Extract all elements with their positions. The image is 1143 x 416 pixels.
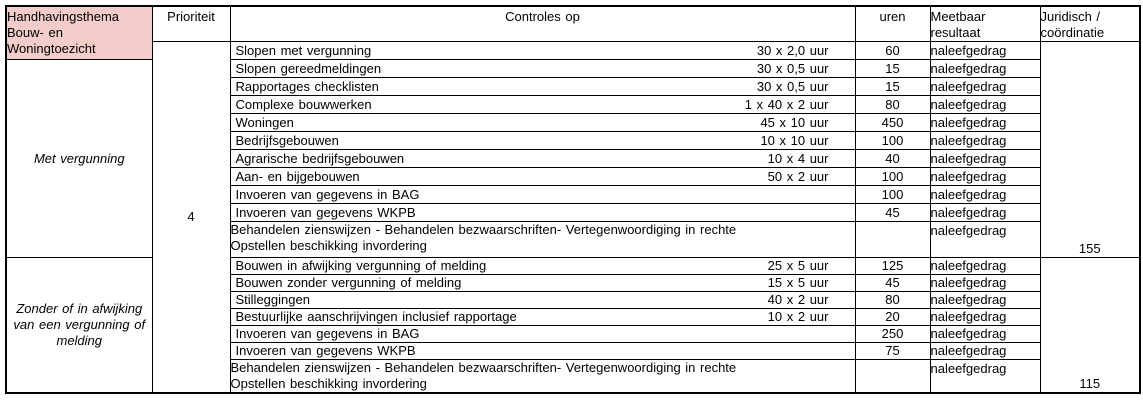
result-value: naleefgedrag xyxy=(929,308,1041,326)
control-norm: 45 x 10 uur xyxy=(760,114,829,130)
hours-value: 20 xyxy=(854,308,931,326)
control-label: Slopen met vergunning xyxy=(235,42,372,58)
table-row: Zonder of in afwijking van een vergunnin… xyxy=(5,257,1141,394)
control-label: Complexe bouwwerken xyxy=(235,96,372,112)
control-label: Invoeren van gegevens WKPB xyxy=(235,343,416,359)
control-label: Stilleggingen xyxy=(235,292,310,308)
control-label: Invoeren van gegevens in BAG xyxy=(235,326,420,342)
control-label: Bestuurlijke aanschrijvingen inclusief r… xyxy=(235,309,517,325)
result-value: naleefgedrag xyxy=(929,359,1041,394)
result-value: naleefgedrag xyxy=(929,342,1041,360)
control-label: Woningen xyxy=(235,114,294,130)
hours-value: 450 xyxy=(854,113,931,132)
control-label: Behandelen zienswijzen - Behandelen bezw… xyxy=(229,221,856,258)
hours-value: 40 xyxy=(854,149,931,168)
result-value: naleefgedrag xyxy=(929,185,1041,204)
col-header-prioriteit: Prioriteit xyxy=(151,5,231,42)
result-value: naleefgedrag xyxy=(929,203,1041,222)
control-norm: 40 x 2 uur xyxy=(767,292,829,308)
control-label: Agrarische bedrijfsgebouwen xyxy=(235,150,405,166)
table-row: Agrarische bedrijfsgebouwen 10 x 4 uur 40… xyxy=(6,149,1140,168)
result-value: naleefgedrag xyxy=(929,167,1041,186)
control-norm: 25 x 5 uur xyxy=(767,258,829,274)
control-norm: 30 x 2,0 uur xyxy=(756,42,829,58)
enforcement-hours-table: Handhavingsthema Bouw- en Woningtoezicht… xyxy=(5,5,1141,394)
hours-value: 45 xyxy=(854,274,931,292)
table-row: Met vergunning Slopen gereedmeldingen 30 … xyxy=(5,59,1140,258)
hours-value: 125 xyxy=(854,257,931,275)
section-label-met-vergunning: Met vergunning xyxy=(5,59,153,258)
control-label: Slopen gereedmeldingen xyxy=(235,60,382,76)
hours-value: 100 xyxy=(854,131,931,150)
control-norm: 10 x 4 uur xyxy=(767,150,829,166)
hours-value xyxy=(854,221,931,258)
legal-total-section-1: 155 xyxy=(1039,41,1141,258)
result-value: naleefgedrag xyxy=(929,274,1041,292)
legal-total-section-2: 115 xyxy=(1039,257,1141,394)
header-row: Handhavingsthema Bouw- en Woningtoezicht… xyxy=(5,5,1141,60)
hours-value: 75 xyxy=(854,342,931,360)
col-header-uren: uren xyxy=(854,5,931,42)
priority-value: 4 xyxy=(151,41,231,394)
control-label: Invoeren van gegevens WKPB xyxy=(235,204,416,220)
table-row: Stilleggingen 40 x 2 uur 80 naleefgedrag xyxy=(6,291,1140,309)
table-row: Complexe bouwwerken 1 x 40 x 2 uur 80 nal… xyxy=(6,95,1140,114)
result-value: naleefgedrag xyxy=(929,77,1041,96)
control-norm: 1 x 40 x 2 uur xyxy=(744,96,829,112)
table-row: Invoeren van gegevens in BAG 100 naleefg… xyxy=(6,185,1140,204)
control-label: Bedrijfsgebouwen xyxy=(235,132,339,148)
result-value: naleefgedrag xyxy=(929,257,1041,275)
table-row: Invoeren van gegevens WKPB 45 naleefgedr… xyxy=(6,203,1140,222)
result-value: naleefgedrag xyxy=(929,95,1041,114)
control-label: Aan- en bijgebouwen xyxy=(235,168,360,184)
control-norm: 50 x 2 uur xyxy=(767,168,829,184)
result-value: naleefgedrag xyxy=(929,221,1041,258)
hours-value: 15 xyxy=(854,77,931,96)
result-value: naleefgedrag xyxy=(929,325,1041,343)
control-label: Bouwen in afwijking vergunning of meldin… xyxy=(235,258,487,274)
hours-value: 60 xyxy=(854,41,931,60)
control-label: Invoeren van gegevens in BAG xyxy=(235,186,420,202)
hours-value xyxy=(854,359,931,394)
result-value: naleefgedrag xyxy=(929,291,1041,309)
theme-header-cell: Handhavingsthema Bouw- en Woningtoezicht xyxy=(5,5,153,60)
table-row: Invoeren van gegevens WKPB 75 naleefgedr… xyxy=(6,342,1140,360)
result-value: naleefgedrag xyxy=(929,131,1041,150)
control-norm: 30 x 0,5 uur xyxy=(756,78,829,94)
control-norm: 10 x 10 uur xyxy=(760,132,829,148)
col-header-juridisch-coordinatie: Juridisch / coördinatie xyxy=(1039,5,1141,42)
col-header-meetbaar-resultaat: Meetbaar resultaat xyxy=(929,5,1041,42)
control-label: Rapportages checklisten xyxy=(235,78,379,94)
control-norm: 15 x 5 uur xyxy=(767,275,829,291)
col-header-controles-op: Controles op xyxy=(229,5,856,42)
result-value: naleefgedrag xyxy=(929,41,1041,60)
control-label: Behandelen zienswijzen - Behandelen bezw… xyxy=(229,359,856,394)
hours-value: 15 xyxy=(854,59,931,78)
result-value: naleefgedrag xyxy=(929,149,1041,168)
section-label-zonder-vergunning: Zonder of in afwijking van een vergunnin… xyxy=(5,257,153,394)
hours-value: 250 xyxy=(854,325,931,343)
control-label: Bouwen zonder vergunning of melding xyxy=(235,275,462,291)
table-row: Aan- en bijgebouwen 50 x 2 uur 100 naleef… xyxy=(6,167,1140,186)
hours-value: 80 xyxy=(854,95,931,114)
result-value: naleefgedrag xyxy=(929,113,1041,132)
table-row: Behandelen zienswijzen - Behandelen bezw… xyxy=(6,359,1140,394)
table-row: 4 Slopen met vergunning 30 x 2,0 uur 60 n… xyxy=(6,41,1141,394)
control-norm: 10 x 2 uur xyxy=(767,309,829,325)
result-value: naleefgedrag xyxy=(929,59,1041,78)
hours-value: 80 xyxy=(854,291,931,309)
control-norm: 30 x 0,5 uur xyxy=(756,60,829,76)
hours-value: 45 xyxy=(854,203,931,222)
hours-value: 100 xyxy=(854,167,931,186)
table-row: Behandelen zienswijzen - Behandelen bezw… xyxy=(6,221,1140,258)
hours-value: 100 xyxy=(854,185,931,204)
